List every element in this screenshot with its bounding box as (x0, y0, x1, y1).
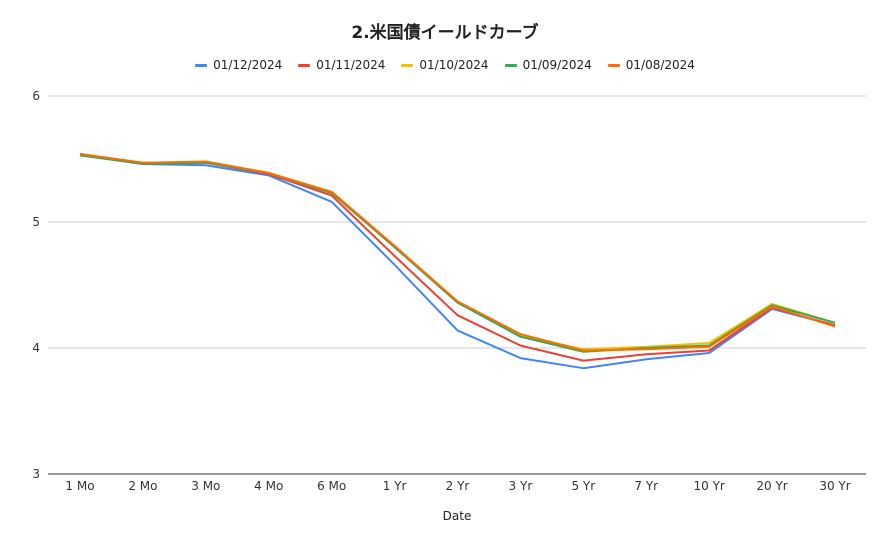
x-tick-label: 5 Yr (571, 479, 595, 493)
y-tick-label: 4 (32, 341, 40, 355)
x-tick-label: 6 Mo (317, 479, 346, 493)
x-tick-label: 1 Mo (65, 479, 94, 493)
legend-label: 01/09/2024 (522, 58, 592, 72)
y-axis-ticks: 3 4 5 6 (32, 89, 40, 481)
gridlines (48, 95, 866, 475)
legend-item[interactable]: 01/12/2024 (195, 58, 282, 72)
chart-title: 2.米国債イールドカーブ (351, 23, 539, 43)
series-line-4 (79, 153, 836, 352)
x-tick-label: 4 Mo (254, 479, 283, 493)
x-tick-label: 2 Mo (128, 479, 157, 493)
x-tick-label: 3 Mo (191, 479, 220, 493)
legend-swatch (195, 63, 208, 67)
x-axis-ticks: 1 Mo 2 Mo 3 Mo 4 Mo 6 Mo 1 Yr 2 Yr 3 Yr 5 Yr 7 Yr… (65, 479, 850, 493)
legend-swatch (504, 63, 517, 67)
legend-item[interactable]: 01/09/2024 (504, 58, 592, 72)
legend-swatch (298, 63, 311, 67)
series-line-3 (79, 154, 836, 353)
series-line-2 (79, 154, 836, 351)
x-tick-label: 10 Yr (693, 479, 724, 493)
series-line-0 (79, 154, 836, 370)
legend-label: 01/11/2024 (316, 58, 386, 72)
x-axis-title: Date (443, 509, 472, 523)
x-tick-label: 7 Yr (634, 479, 658, 493)
legend-swatch (401, 63, 414, 67)
legend-label: 01/12/2024 (213, 58, 283, 72)
legend-swatch (607, 63, 620, 67)
x-tick-label: 1 Yr (383, 479, 407, 493)
x-tick-label: 3 Yr (509, 479, 533, 493)
legend: 01/12/2024 01/11/2024 01/10/2024 01/09/2024… (0, 58, 890, 72)
series-lines (79, 153, 836, 370)
x-tick-label: 20 Yr (756, 479, 787, 493)
y-tick-label: 5 (32, 215, 40, 229)
legend-label: 01/08/2024 (625, 58, 695, 72)
legend-item[interactable]: 01/10/2024 (401, 58, 489, 72)
legend-item[interactable]: 01/11/2024 (298, 58, 385, 72)
legend-item[interactable]: 01/08/2024 (607, 58, 695, 72)
y-tick-label: 6 (32, 89, 40, 103)
x-tick-label: 2 Yr (446, 479, 470, 493)
x-tick-label: 30 Yr (819, 479, 850, 493)
legend-label: 01/10/2024 (419, 58, 489, 72)
y-tick-label: 3 (32, 467, 40, 481)
